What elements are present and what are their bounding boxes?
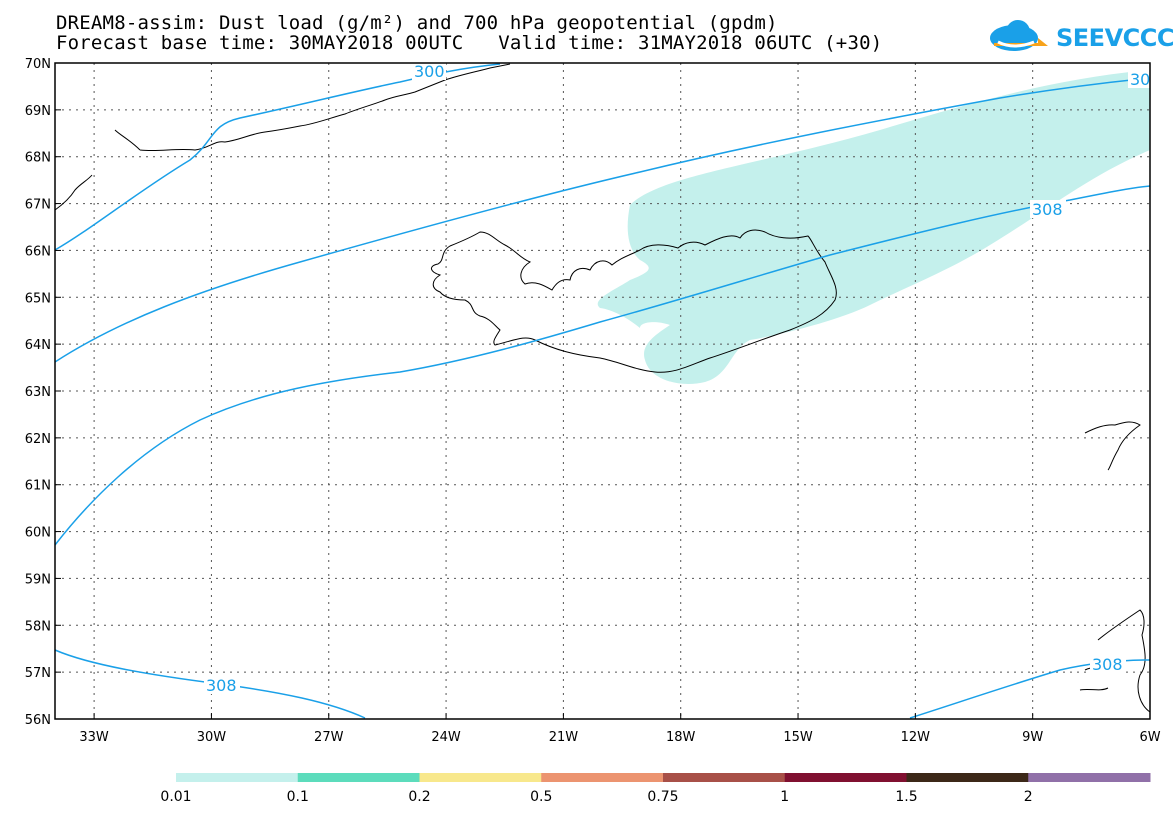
dust-load-area [597, 70, 1150, 384]
lon-label: 9W [1022, 730, 1043, 745]
contour-labels: 300 30 308 308 308 [204, 62, 1150, 695]
lon-label: 33W [79, 730, 109, 745]
lat-label: 62N [25, 432, 51, 447]
cloud-arrow-icon [990, 20, 1048, 51]
lon-label: 6W [1139, 730, 1160, 745]
lat-label: 65N [25, 291, 51, 306]
lat-label: 58N [25, 619, 51, 634]
contour-label-308-sw: 308 [206, 676, 237, 695]
lat-label: 68N [25, 151, 51, 166]
lat-label: 63N [25, 385, 51, 400]
lat-label: 70N [25, 57, 51, 72]
lon-label: 15W [783, 730, 813, 745]
greenland-coastline [54, 63, 511, 211]
colorbar-swatch [663, 773, 786, 782]
colorbar-label: 0.01 [160, 789, 191, 805]
logo-text: SEEVCCC [1056, 24, 1175, 52]
lon-label: 21W [549, 730, 579, 745]
lat-label: 60N [25, 526, 51, 541]
colorbar-swatch [297, 773, 420, 782]
colorbar-swatch [784, 773, 907, 782]
latitude-labels: 56N 57N 58N 59N 60N 61N 62N 63N 64N 65N 66N 67N 68N 6… [25, 57, 51, 728]
colorbar-label: 2 [1024, 789, 1033, 805]
colorbar-label: 0.5 [530, 789, 552, 805]
faroe-islands [1084, 421, 1141, 471]
lon-label: 18W [666, 730, 696, 745]
colorbar-label: 0.1 [287, 789, 309, 805]
colorbar-swatch [176, 773, 299, 782]
colorbar-swatch [419, 773, 542, 782]
lon-label: 12W [901, 730, 931, 745]
colorbar-label: 1.5 [895, 789, 917, 805]
colorbar-swatch [1028, 773, 1151, 782]
contour-label-308-se: 308 [1092, 655, 1123, 674]
graticule-grid [55, 63, 1150, 719]
colorbar: 0.01 0.1 0.2 0.5 0.75 1 1.5 2 [160, 773, 1151, 805]
map-title: DREAM8-assim: Dust load (g/m²) and 700 h… [56, 12, 778, 34]
longitude-labels: 33W 30W 27W 24W 21W 18W 15W 12W 9W 6W [79, 730, 1160, 745]
contour-upper [54, 77, 1151, 363]
colorbar-label: 0.2 [408, 789, 430, 805]
colorbar-swatch [906, 773, 1029, 782]
lat-label: 59N [25, 572, 51, 587]
iceland-coastline [431, 229, 837, 373]
contour-label-30: 30 [1130, 70, 1150, 89]
contour-label-308-east: 308 [1032, 200, 1063, 219]
contour-label-300: 300 [414, 62, 445, 81]
colorbar-label: 0.75 [647, 789, 678, 805]
map-time-info: Forecast base time: 30MAY2018 00UTC Vali… [56, 32, 883, 54]
lat-label: 61N [25, 479, 51, 494]
contour-308 [54, 185, 1151, 546]
axis-ticks [55, 62, 1151, 720]
colorbar-label: 1 [780, 789, 789, 805]
lon-label: 24W [431, 730, 461, 745]
lon-label: 30W [197, 730, 227, 745]
coastlines [54, 63, 1151, 713]
lat-label: 67N [25, 198, 51, 213]
lat-label: 66N [25, 244, 51, 259]
lon-label: 27W [314, 730, 344, 745]
colorbar-swatch [541, 773, 664, 782]
lat-label: 57N [25, 666, 51, 681]
lat-label: 69N [25, 104, 51, 119]
lat-label: 56N [25, 713, 51, 728]
seevccc-logo [990, 20, 1048, 51]
lat-label: 64N [25, 338, 51, 353]
